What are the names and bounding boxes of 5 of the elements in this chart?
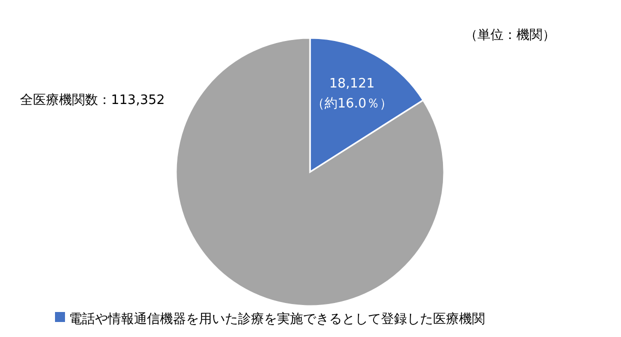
data-label: 18,121 （約16.0％） <box>311 76 392 112</box>
text: （単位：機関） <box>464 28 556 43</box>
pie-slice <box>175 37 445 307</box>
text: 全医療機関数：113,352 <box>20 93 165 108</box>
legend-label: 電話や情報通信機器を用いた診療を実施できるとして登録した医療機関 <box>69 311 485 327</box>
